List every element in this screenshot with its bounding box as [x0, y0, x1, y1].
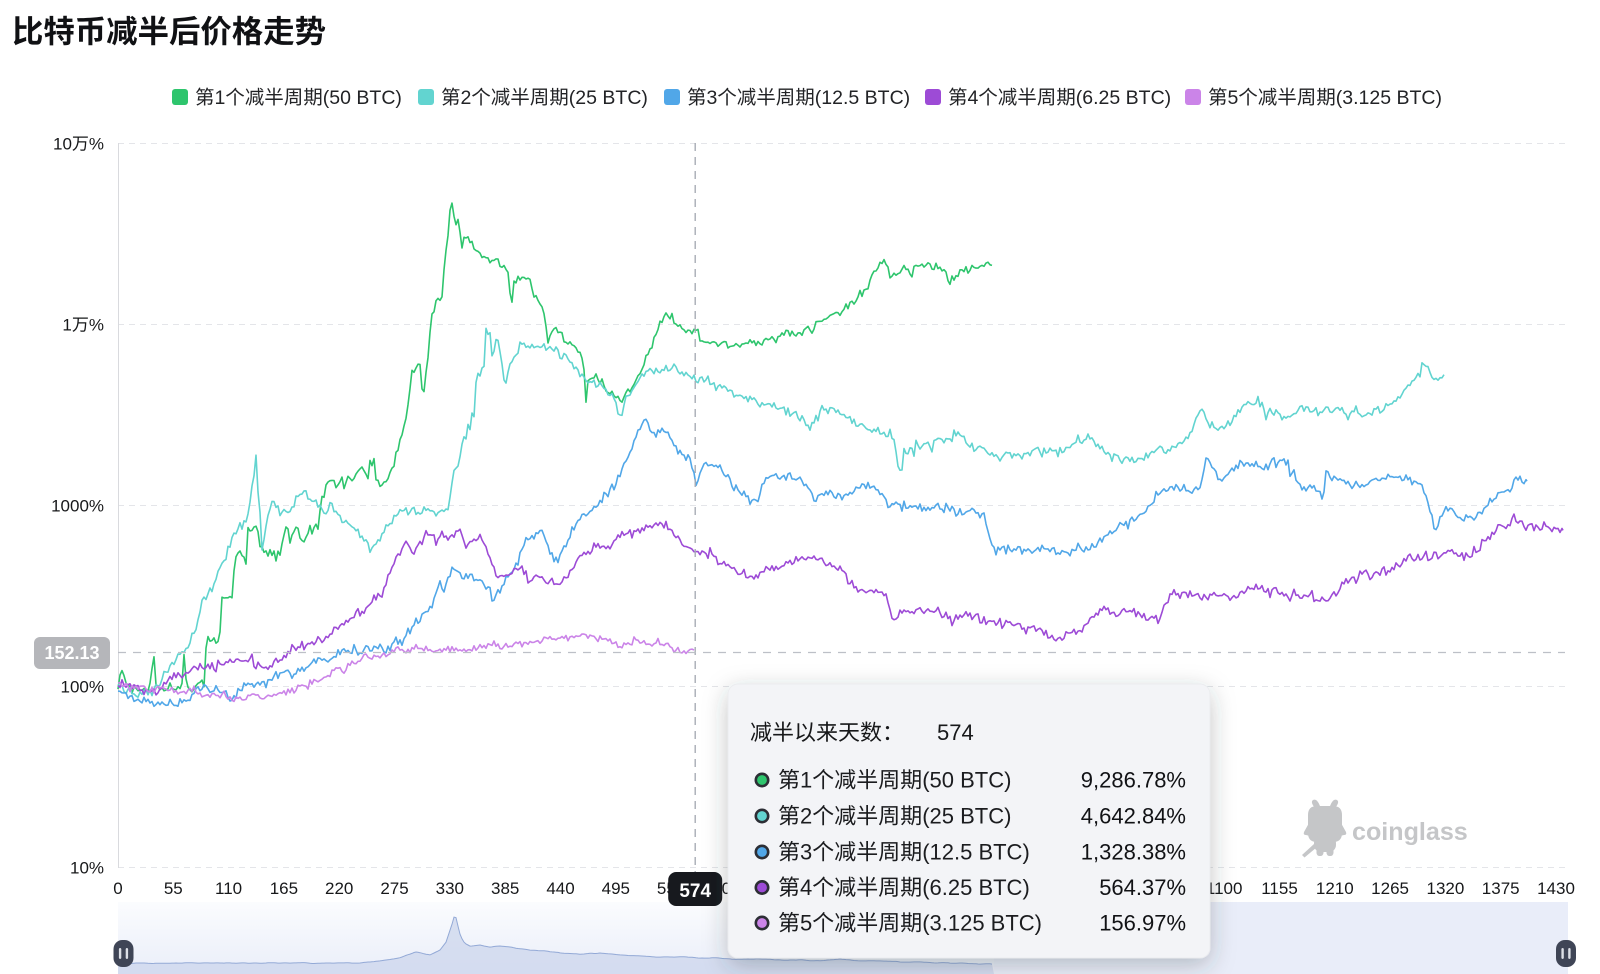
- svg-text:4: 4: [968, 87, 979, 109]
- svg-text:10%: 10%: [70, 859, 104, 878]
- svg-text:574: 574: [679, 881, 711, 902]
- svg-text:3: 3: [800, 840, 812, 865]
- svg-text:(12.5 BTC): (12.5 BTC): [815, 87, 910, 109]
- svg-text:1: 1: [800, 768, 812, 793]
- svg-text:1: 1: [62, 316, 71, 335]
- svg-text:1320: 1320: [1426, 879, 1464, 898]
- svg-text:55: 55: [164, 879, 183, 898]
- svg-text:(50 BTC): (50 BTC): [922, 768, 1011, 793]
- svg-text:%: %: [89, 135, 104, 154]
- svg-text:(3.125 BTC): (3.125 BTC): [922, 911, 1042, 936]
- svg-text:330: 330: [436, 879, 464, 898]
- svg-text:(25 BTC): (25 BTC): [922, 804, 1011, 829]
- svg-text:(6.25 BTC): (6.25 BTC): [922, 875, 1030, 900]
- svg-text:1430: 1430: [1537, 879, 1575, 898]
- svg-text:2: 2: [800, 804, 812, 829]
- svg-text:1100: 1100: [1206, 879, 1243, 898]
- svg-text:100%: 100%: [61, 678, 104, 697]
- svg-text:220: 220: [325, 879, 353, 898]
- svg-text:1155: 1155: [1261, 879, 1298, 898]
- svg-text:1265: 1265: [1371, 879, 1409, 898]
- svg-text:1000%: 1000%: [51, 497, 104, 516]
- svg-text:coinglass: coinglass: [1352, 818, 1468, 846]
- svg-text:(3.125 BTC): (3.125 BTC): [1336, 87, 1442, 109]
- svg-text:10: 10: [53, 135, 72, 154]
- svg-text:(12.5 BTC): (12.5 BTC): [922, 840, 1030, 865]
- svg-text:165: 165: [270, 879, 298, 898]
- svg-text:0: 0: [113, 879, 122, 898]
- svg-text:152.13: 152.13: [44, 643, 99, 663]
- svg-text:110: 110: [215, 879, 242, 898]
- svg-text:2: 2: [461, 87, 472, 109]
- svg-text:574: 574: [937, 720, 974, 745]
- svg-text:156.97%: 156.97%: [1099, 911, 1186, 936]
- svg-text:%: %: [89, 316, 104, 335]
- svg-text:1: 1: [215, 87, 226, 109]
- svg-text:1375: 1375: [1482, 879, 1520, 898]
- svg-text:(50 BTC): (50 BTC): [323, 87, 402, 109]
- svg-text:564.37%: 564.37%: [1099, 875, 1186, 900]
- svg-text:(6.25 BTC): (6.25 BTC): [1076, 87, 1171, 109]
- svg-text:3: 3: [707, 87, 718, 109]
- svg-text:440: 440: [546, 879, 574, 898]
- svg-text:4,642.84%: 4,642.84%: [1081, 804, 1186, 829]
- svg-text:385: 385: [491, 879, 519, 898]
- svg-text:5: 5: [1228, 87, 1239, 109]
- svg-text:495: 495: [602, 879, 630, 898]
- svg-text:(25 BTC): (25 BTC): [569, 87, 648, 109]
- svg-text:9,286.78%: 9,286.78%: [1081, 768, 1186, 793]
- svg-text:1,328.38%: 1,328.38%: [1081, 840, 1186, 865]
- svg-text:1210: 1210: [1316, 879, 1354, 898]
- svg-text:4: 4: [800, 875, 812, 900]
- svg-text:5: 5: [800, 911, 812, 936]
- svg-text:275: 275: [380, 879, 408, 898]
